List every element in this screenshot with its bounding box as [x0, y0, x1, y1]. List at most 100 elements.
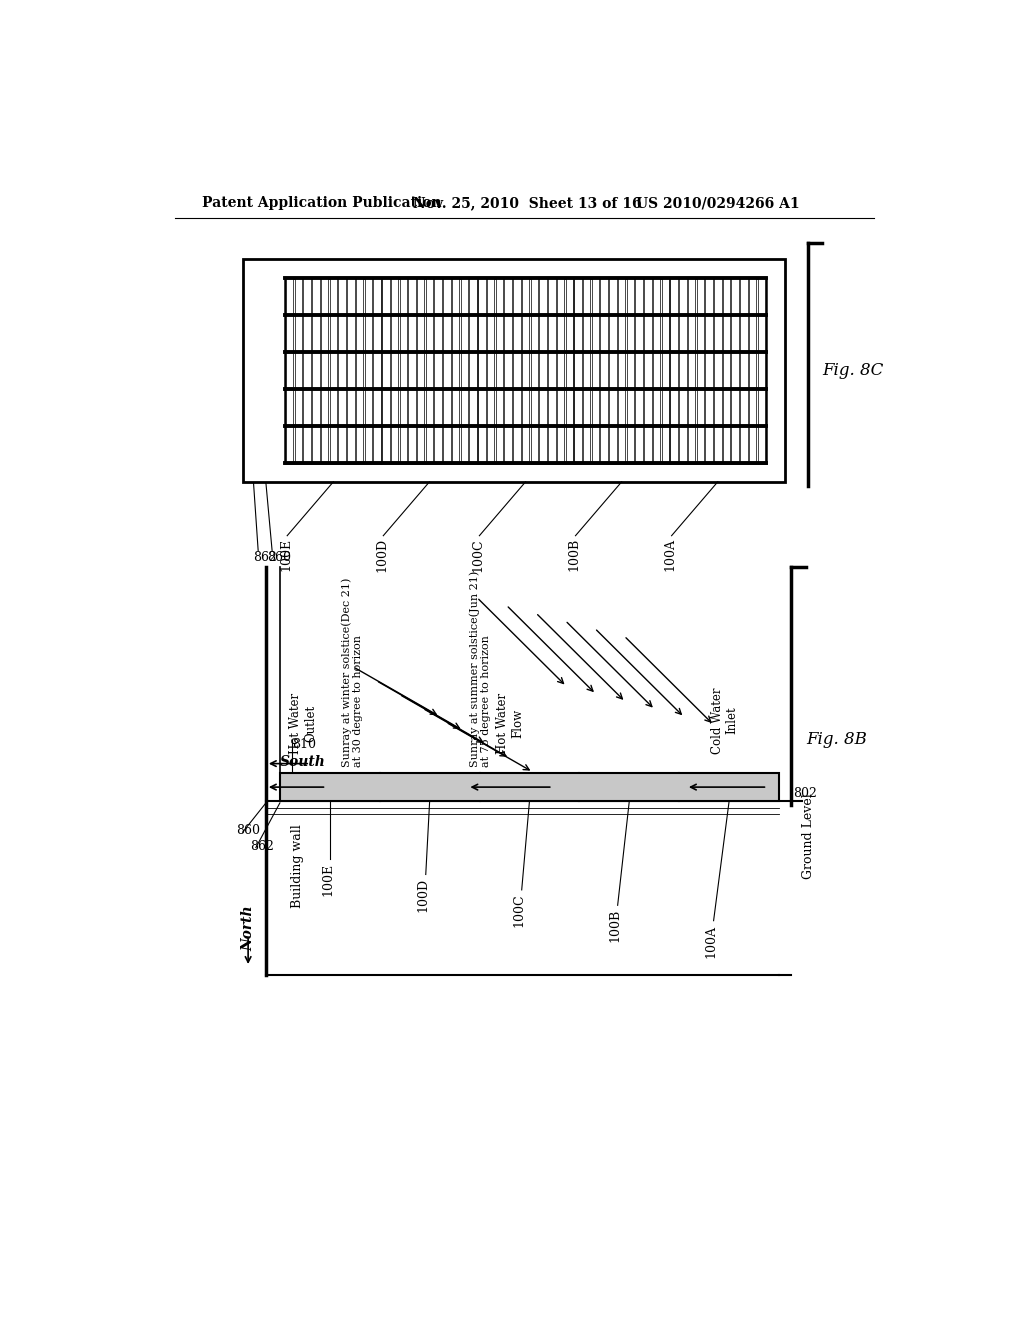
Bar [409, 315, 416, 351]
Bar [706, 352, 713, 388]
Text: 860: 860 [237, 825, 260, 837]
Bar [679, 279, 686, 314]
Bar [391, 426, 398, 462]
Bar [461, 279, 468, 314]
Bar [758, 315, 765, 351]
Bar [548, 315, 556, 351]
Bar [374, 352, 381, 388]
Bar [469, 352, 477, 388]
Bar [522, 352, 529, 388]
Bar [374, 426, 381, 462]
Bar [434, 426, 442, 462]
Bar [469, 279, 477, 314]
Bar [391, 352, 398, 388]
Bar [365, 426, 372, 462]
Bar [399, 426, 407, 462]
Bar [540, 315, 547, 351]
Bar [749, 389, 757, 425]
Bar [522, 389, 529, 425]
Bar [740, 352, 748, 388]
Bar [530, 352, 538, 388]
Bar [303, 315, 311, 351]
Bar [653, 426, 660, 462]
Text: US 2010/0294266 A1: US 2010/0294266 A1 [636, 197, 800, 210]
Bar [662, 426, 669, 462]
Bar [513, 315, 520, 351]
Bar [338, 315, 346, 351]
Bar [592, 315, 599, 351]
Bar [374, 389, 381, 425]
Bar [399, 315, 407, 351]
Bar [365, 315, 372, 351]
Bar [321, 426, 329, 462]
Bar [636, 279, 643, 314]
Bar [347, 426, 354, 462]
Bar [714, 426, 722, 462]
Bar [426, 315, 433, 351]
Bar [600, 279, 608, 314]
Bar [548, 389, 556, 425]
Bar [636, 352, 643, 388]
Bar [714, 389, 722, 425]
Bar [286, 315, 294, 351]
Text: 100C: 100C [471, 539, 484, 572]
Bar [496, 279, 503, 314]
Bar [565, 426, 573, 462]
Bar [382, 279, 389, 314]
Bar [295, 426, 302, 462]
Bar [338, 279, 346, 314]
Bar [461, 426, 468, 462]
Bar [706, 315, 713, 351]
Bar [671, 389, 678, 425]
Text: 802: 802 [793, 787, 817, 800]
Text: South: South [280, 755, 326, 770]
Bar [374, 279, 381, 314]
Bar [347, 352, 354, 388]
Bar [740, 389, 748, 425]
Text: Patent Application Publication: Patent Application Publication [202, 197, 441, 210]
Bar [417, 352, 425, 388]
Bar [505, 279, 512, 314]
Bar [303, 389, 311, 425]
Bar [723, 315, 730, 351]
Bar [688, 315, 695, 351]
Bar [355, 315, 364, 351]
Bar [574, 426, 582, 462]
Bar [723, 279, 730, 314]
Bar [696, 315, 705, 351]
Bar [478, 426, 485, 462]
Bar [636, 315, 643, 351]
Bar [592, 279, 599, 314]
Bar [330, 279, 337, 314]
Bar [671, 315, 678, 351]
Bar [592, 352, 599, 388]
Text: North: North [241, 906, 255, 952]
Bar [486, 352, 495, 388]
Bar [478, 389, 485, 425]
Text: Ground Level: Ground Level [802, 793, 815, 879]
Bar [443, 279, 451, 314]
Bar [434, 389, 442, 425]
Bar [653, 315, 660, 351]
Bar [469, 315, 477, 351]
Bar [688, 279, 695, 314]
Bar [731, 389, 739, 425]
Bar [653, 389, 660, 425]
Bar [355, 279, 364, 314]
Bar [365, 279, 372, 314]
Bar [443, 352, 451, 388]
Bar [723, 426, 730, 462]
Bar [286, 389, 294, 425]
Text: 100B: 100B [609, 909, 622, 942]
Bar [347, 389, 354, 425]
Bar [749, 315, 757, 351]
Bar [505, 315, 512, 351]
Bar [426, 389, 433, 425]
Bar [530, 315, 538, 351]
Bar [321, 352, 329, 388]
Bar [286, 352, 294, 388]
Bar [644, 279, 651, 314]
Bar [706, 389, 713, 425]
Bar [330, 315, 337, 351]
Bar [731, 279, 739, 314]
